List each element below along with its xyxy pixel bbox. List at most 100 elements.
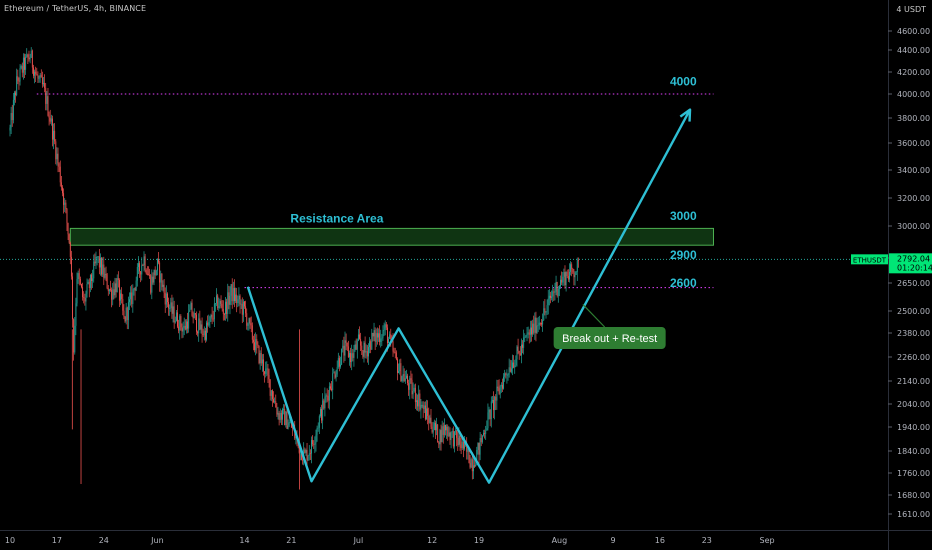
candle-body: [476, 449, 478, 465]
candle-body: [181, 326, 183, 332]
candle-body: [76, 279, 78, 304]
resistance-area-label: Resistance Area: [290, 211, 383, 225]
resistance-area[interactable]: [69, 227, 715, 246]
candle-body: [499, 386, 501, 394]
time-tick-label: 9: [610, 536, 615, 545]
candle-body: [24, 57, 25, 70]
candle-body: [240, 303, 242, 305]
candle-body: [288, 422, 290, 426]
candle-body: [557, 288, 559, 296]
candle-body: [326, 395, 328, 397]
candle-body: [161, 273, 163, 287]
candle-body: [268, 375, 270, 380]
candle-body: [350, 353, 352, 363]
candle-body: [399, 363, 401, 372]
candle-body: [536, 325, 538, 334]
candle-body: [319, 408, 321, 417]
candle-body: [81, 284, 82, 288]
candle-body: [493, 400, 494, 411]
candle-body: [506, 374, 508, 376]
candle-body: [29, 57, 31, 60]
candle-body: [106, 274, 108, 289]
candle-body: [207, 322, 209, 326]
level-label-2900: 2900: [670, 248, 697, 262]
candle-body: [535, 317, 537, 334]
candle-body: [426, 408, 427, 420]
candle-body: [524, 336, 526, 338]
callout-text: Break out + Re-test: [562, 333, 657, 345]
price-tick-label: 3200.00: [897, 194, 930, 203]
candle-body: [443, 425, 445, 435]
candle-body: [266, 368, 268, 370]
candle-body: [418, 393, 420, 407]
candle-body: [209, 316, 211, 323]
candle-body: [525, 335, 527, 337]
price-tick-label: 2650.00: [897, 279, 930, 288]
candle-body: [244, 301, 245, 307]
candle-body: [47, 96, 49, 116]
candle-body: [346, 342, 348, 347]
candle-body: [273, 399, 274, 403]
candle-body: [93, 261, 95, 279]
candle-body: [19, 67, 21, 82]
candle-body: [349, 353, 350, 358]
candle-body: [359, 334, 360, 339]
candle-body: [215, 303, 216, 305]
candle-body: [30, 50, 32, 58]
candle-body: [527, 332, 529, 334]
candle-body: [362, 350, 364, 357]
candle-body: [212, 318, 214, 320]
candle-body: [83, 297, 85, 298]
candle-body: [292, 427, 293, 429]
candle-body: [177, 312, 178, 327]
candle-body: [354, 344, 356, 351]
time-tick-label: 10: [5, 536, 15, 545]
candle-body: [169, 308, 171, 309]
candle-body: [20, 66, 22, 68]
last-price-tag[interactable]: [889, 253, 932, 274]
candle-body: [428, 415, 430, 423]
symbol-price-tag[interactable]: [851, 254, 888, 265]
candle-body: [515, 359, 517, 366]
pattern-line[interactable]: [246, 109, 692, 484]
candle-body: [204, 330, 206, 340]
candle-body: [234, 288, 235, 302]
candle-body: [318, 416, 320, 428]
candle-body: [122, 299, 124, 311]
candle-body: [118, 279, 120, 301]
candle-body: [335, 374, 337, 378]
candle-body: [136, 267, 138, 281]
candle-body: [357, 334, 359, 341]
candle-body: [537, 325, 539, 327]
candle-body: [402, 374, 404, 377]
candle-body: [39, 74, 41, 79]
candle-body: [520, 344, 522, 356]
candle-body: [332, 373, 334, 391]
candle-body: [541, 322, 542, 325]
candle-body: [474, 465, 475, 467]
candle-body: [36, 74, 38, 76]
price-tick-label: 4200.00: [897, 68, 930, 77]
candle-body: [305, 450, 307, 453]
candle-body: [464, 441, 465, 449]
candle-body: [25, 56, 27, 70]
candle-body: [539, 322, 541, 324]
candle-body: [153, 269, 155, 283]
candle-body: [67, 222, 69, 235]
candle-body: [445, 425, 446, 431]
candle-body: [279, 412, 281, 420]
candle-body: [372, 332, 374, 337]
candle-body: [159, 262, 161, 283]
candle-body: [117, 278, 119, 280]
candle-body: [146, 273, 148, 275]
candle-body: [422, 404, 424, 409]
callout-box[interactable]: [553, 327, 666, 349]
candle-body: [223, 313, 225, 315]
candle-body: [438, 442, 440, 445]
candle-body: [270, 390, 272, 396]
candle-body: [263, 359, 264, 372]
candle-body: [211, 314, 213, 319]
candle-body: [33, 67, 34, 76]
